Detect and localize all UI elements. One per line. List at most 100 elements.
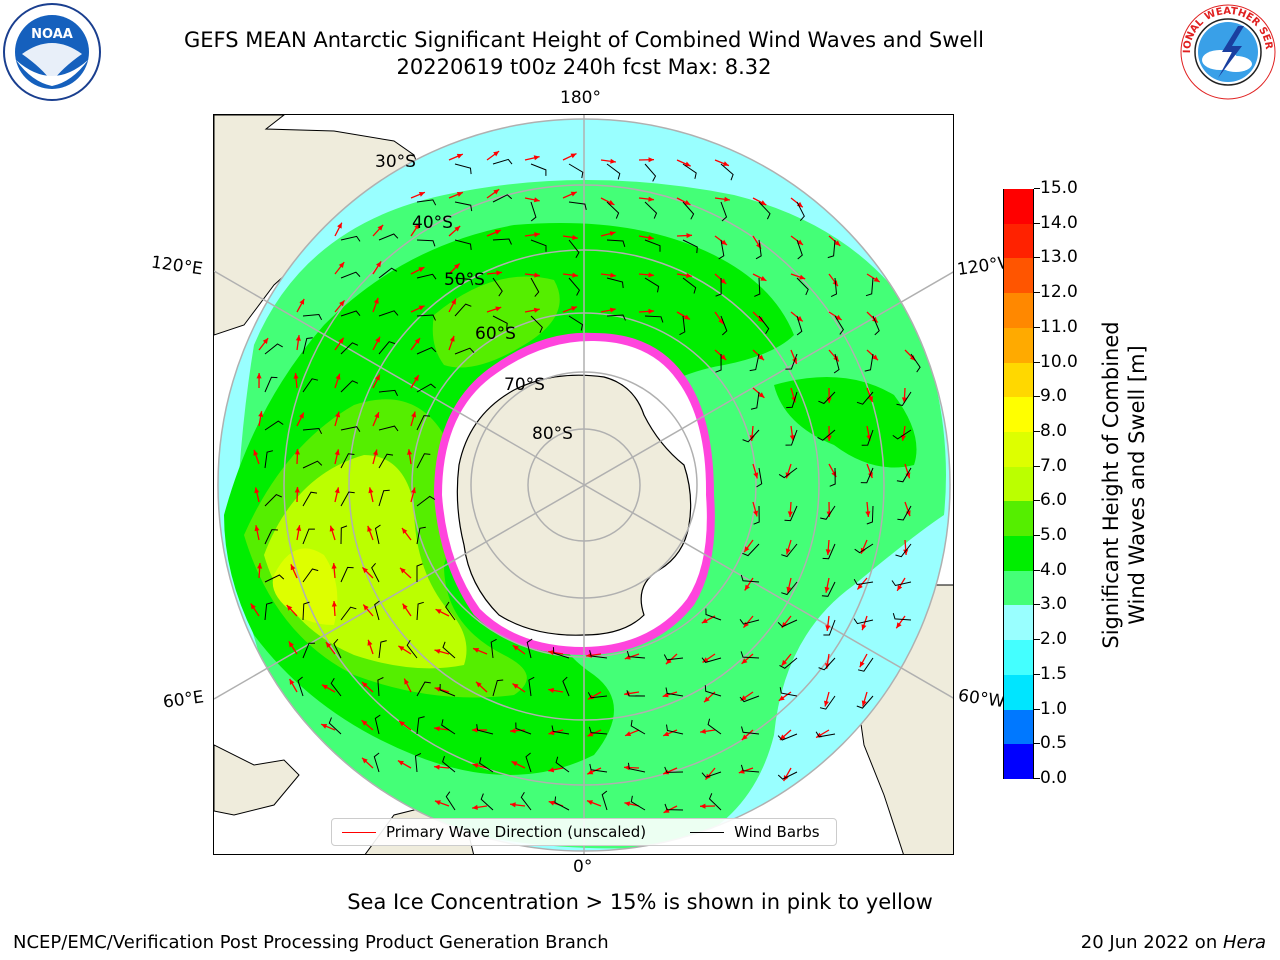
wind-barb	[606, 239, 626, 247]
wind-barb	[834, 315, 845, 335]
wave-arrow-head	[400, 567, 406, 574]
producer-credit: NCEP/EMC/Verification Post Processing Pr…	[13, 932, 609, 953]
colorbar-tick-label: 5.0	[1040, 525, 1068, 546]
wave-arrow-head	[533, 197, 540, 203]
polar-map	[213, 114, 954, 855]
wave-arrow-head	[572, 272, 578, 278]
wave-arrow-head	[625, 731, 632, 736]
wind-barb	[749, 353, 760, 372]
chart-subtitle: 20220619 t00z 240h fcst Max: 8.32	[396, 55, 772, 79]
wind-barb	[490, 638, 497, 659]
wind-barb	[525, 752, 532, 773]
wave-arrow-head	[367, 525, 373, 532]
wind-barb	[864, 353, 874, 372]
wave-arrow-head	[663, 731, 670, 737]
colorbar-tick-mark	[1034, 292, 1040, 294]
wind-barb	[754, 277, 761, 297]
wave-arrow-head	[377, 224, 384, 231]
wave-arrow-head	[375, 336, 380, 343]
wind-barb	[720, 201, 728, 222]
wave-arrow-head	[587, 731, 594, 737]
wind-barb	[264, 343, 283, 355]
wind-barb	[897, 505, 912, 521]
wind-barb	[739, 695, 760, 703]
wave-arrow-head	[434, 649, 441, 654]
wave-arrow-head	[700, 728, 706, 734]
wave-arrow-head	[256, 373, 262, 379]
wave-arrow-head	[473, 648, 480, 653]
colorbar-segment	[1004, 223, 1033, 259]
wind-barb	[264, 494, 282, 507]
wave-arrow-head	[512, 645, 519, 651]
wave-arrow-head	[826, 435, 832, 441]
wave-arrow-head	[824, 586, 830, 593]
wave-arrow-head	[624, 801, 631, 807]
map-legend: Primary Wave Direction (unscaled) Wind B…	[331, 818, 837, 846]
wind-barb	[302, 568, 319, 583]
wave-arrow-head	[362, 567, 368, 574]
wave-arrow-head	[510, 728, 516, 734]
wind-barb	[520, 791, 532, 811]
wave-band-7m	[272, 548, 338, 625]
wind-barb	[588, 726, 608, 735]
wind-barb	[854, 543, 874, 554]
stamp-host: Hera	[1222, 932, 1266, 953]
wind-barb	[665, 687, 684, 697]
wind-barb	[644, 315, 664, 323]
wind-barb	[515, 722, 532, 735]
colorbar-tick-label: 0.5	[1040, 733, 1068, 754]
wind-barb	[750, 391, 760, 410]
wave-arrow-head	[361, 682, 368, 688]
wind-barb	[679, 315, 686, 336]
wind-barb	[630, 795, 646, 811]
wind-barb	[715, 277, 722, 297]
wave-arrow-head	[294, 487, 300, 493]
wind-barb	[340, 342, 359, 355]
wind-barb	[785, 429, 798, 446]
colorbar-label-line2: Wind Waves and Swell [m]	[1125, 345, 1149, 625]
wind-barb	[297, 676, 304, 697]
wave-arrow-head	[859, 661, 865, 668]
colorbar-tick-mark	[1034, 188, 1040, 189]
wave-arrow-head	[701, 618, 708, 624]
lon-label-0: 0°	[573, 857, 593, 877]
wind-barb	[568, 315, 584, 331]
wind-barb	[664, 803, 684, 811]
wind-barb	[340, 235, 361, 242]
wave-arrow-head	[824, 700, 829, 707]
wave-arrow-head	[760, 276, 767, 281]
wave-arrow-head	[865, 511, 871, 517]
wind-barb	[606, 163, 621, 180]
wave-arrow-head	[414, 223, 420, 230]
wind-barb	[406, 639, 418, 659]
wave-arrow-head	[704, 696, 710, 703]
colorbar-tick-label: 8.0	[1040, 420, 1068, 441]
colorbar-segment	[1004, 431, 1033, 467]
wind-barb	[664, 766, 684, 773]
wind-barb	[378, 341, 396, 355]
wave-arrow-head	[648, 235, 654, 241]
wind-barb	[416, 199, 437, 206]
wind-barb	[755, 239, 762, 260]
wave-arrow-head	[741, 734, 748, 740]
noaa-logo-icon: NOAA	[3, 3, 101, 101]
wind-barb	[340, 310, 361, 317]
wave-arrow-head	[373, 449, 378, 456]
wind-barb	[589, 763, 608, 773]
wind-barb	[530, 315, 543, 333]
wind-barb	[476, 724, 494, 735]
wave-arrow-head	[758, 354, 764, 361]
colorbar-segment	[1004, 500, 1033, 537]
wind-barb	[414, 752, 422, 773]
wind-barb	[378, 425, 399, 432]
wind-barb	[340, 525, 348, 545]
colorbar-tick-mark	[1034, 465, 1040, 467]
wind-barb	[374, 714, 381, 735]
wave-arrow-head	[293, 373, 299, 379]
wave-arrow-head	[548, 687, 554, 693]
wind-barb	[302, 528, 315, 545]
wave-arrow-head	[648, 308, 654, 314]
colorbar-label: Significant Height of Combined Wind Wave…	[1098, 321, 1158, 665]
wave-arrow-head	[362, 757, 368, 764]
colorbar-tick-mark	[1034, 257, 1040, 259]
